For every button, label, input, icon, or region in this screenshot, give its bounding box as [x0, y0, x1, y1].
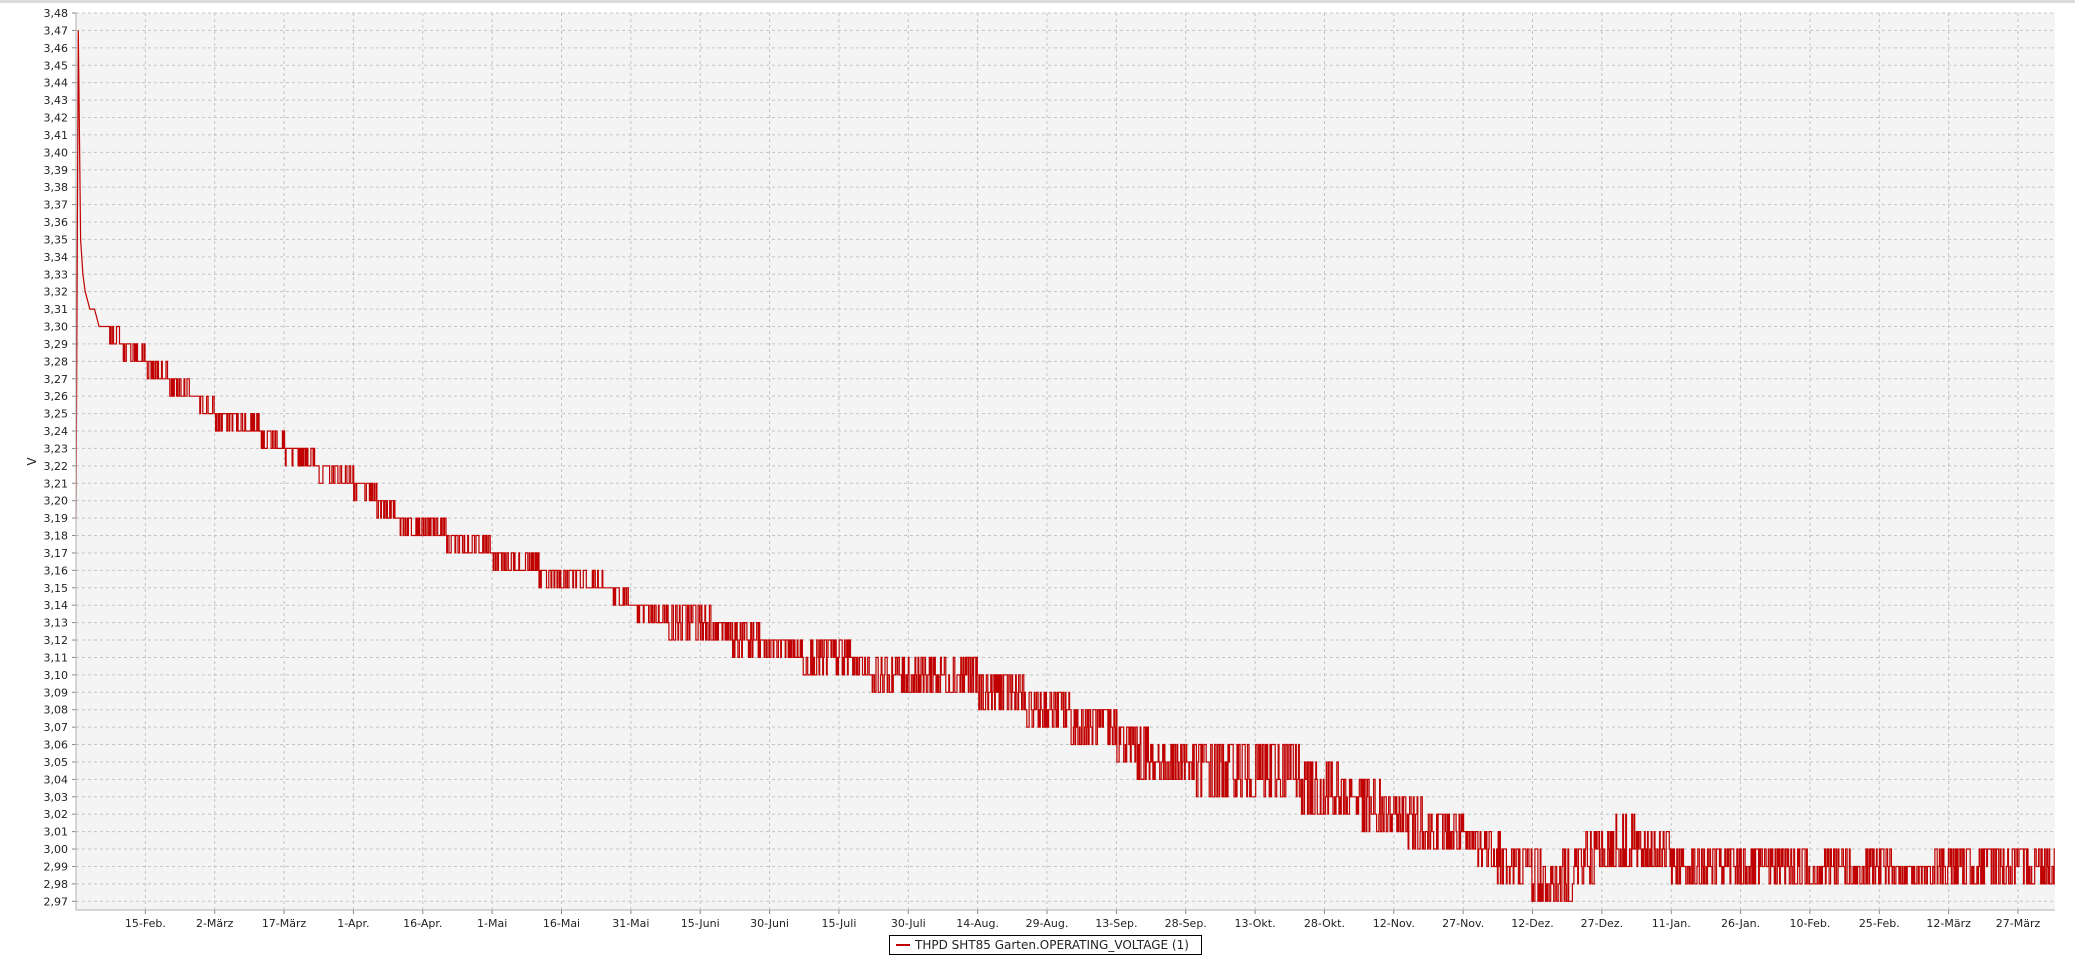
y-tick-label: 3,11	[44, 651, 69, 664]
plot-area	[76, 13, 2055, 910]
series-line-operating-voltage	[75, 30, 2055, 902]
y-tick-label: 3,10	[44, 669, 69, 682]
y-tick-label: 3,01	[44, 826, 69, 839]
y-tick-label: 3,00	[44, 843, 69, 856]
x-tick-label: 13-Sep.	[1095, 917, 1137, 930]
x-tick-label: 17-März	[262, 917, 307, 930]
y-tick-label: 3,26	[44, 390, 69, 403]
x-tick-label: 29-Aug.	[1026, 917, 1069, 930]
y-tick-label: 3,17	[44, 547, 69, 560]
x-tick-label: 12-März	[1926, 917, 1971, 930]
x-tick-label: 26-Jan.	[1721, 917, 1760, 930]
y-tick-label: 3,15	[44, 582, 69, 595]
y-tick-label: 3,43	[44, 94, 69, 107]
y-tick-label: 3,42	[44, 112, 69, 125]
x-tick-label: 1-Mai	[477, 917, 507, 930]
x-tick-label: 16-Apr.	[403, 917, 442, 930]
series-layer	[75, 30, 2055, 902]
y-tick-label: 2,97	[44, 895, 69, 908]
y-tick-label: 3,19	[44, 512, 69, 525]
x-tick-label: 12-Nov.	[1373, 917, 1415, 930]
x-tick-label: 25-Feb.	[1859, 917, 1900, 930]
y-tick-label: 3,37	[44, 199, 69, 212]
x-tick-label: 1-Apr.	[337, 917, 369, 930]
y-tick-label: 3,05	[44, 756, 69, 769]
y-tick-label: 3,38	[44, 181, 69, 194]
x-tick-label: 30-Juli	[891, 917, 926, 930]
x-tick-label: 31-Mai	[612, 917, 649, 930]
y-tick-label: 3,28	[44, 355, 69, 368]
y-tick-label: 3,12	[44, 634, 69, 647]
y-tick-label: 2,98	[44, 878, 69, 891]
x-tick-label: 2-März	[196, 917, 234, 930]
y-tick-label: 3,40	[44, 146, 69, 159]
y-tick-label: 3,07	[44, 721, 69, 734]
y-tick-label: 3,22	[44, 460, 69, 473]
y-tick-label: 3,30	[44, 321, 69, 334]
y-tick-label: 3,02	[44, 808, 69, 821]
y-tick-label: 3,20	[44, 495, 69, 508]
y-tick-label: 3,48	[44, 7, 69, 20]
y-tick-label: 3,31	[44, 303, 69, 316]
y-tick-label: 3,03	[44, 791, 69, 804]
x-tick-label: 11-Jan.	[1652, 917, 1691, 930]
y-tick-label: 3,41	[44, 129, 69, 142]
x-axis-ticks: 15-Feb. 2-März 17-März 1-Apr. 16-Apr. 1-Mai 16…	[125, 910, 2041, 930]
x-tick-label: 15-Juni	[681, 917, 720, 930]
x-tick-label: 15-Juli	[821, 917, 856, 930]
y-tick-label: 3,34	[44, 251, 69, 264]
y-tick-label: 3,46	[44, 42, 69, 55]
x-tick-label: 15-Feb.	[125, 917, 166, 930]
y-tick-label: 3,44	[44, 77, 69, 90]
y-tick-label: 3,24	[44, 425, 69, 438]
x-tick-label: 16-Mai	[543, 917, 580, 930]
y-tick-label: 3,32	[44, 286, 69, 299]
x-tick-label: 13-Okt.	[1235, 917, 1276, 930]
y-tick-label: 3,09	[44, 686, 69, 699]
top-border	[0, 0, 2075, 3]
y-tick-label: 3,13	[44, 617, 69, 630]
y-tick-label: 3,35	[44, 233, 69, 246]
y-tick-label: 3,08	[44, 704, 69, 717]
y-tick-label: 3,23	[44, 442, 69, 455]
y-tick-label: 3,21	[44, 477, 69, 490]
y-tick-label: 3,06	[44, 739, 69, 752]
y-tick-label: 3,45	[44, 59, 69, 72]
y-tick-label: 3,25	[44, 408, 69, 421]
y-tick-label: 3,18	[44, 530, 69, 543]
y-tick-label: 3,16	[44, 564, 69, 577]
y-axis-ticks: 3,48 3,47 3,46 3,45 3,44 3,43 3,42 3,41 3,40 3,39…	[44, 7, 76, 908]
x-tick-label: 10-Feb.	[1789, 917, 1830, 930]
x-tick-label: 27-März	[1996, 917, 2041, 930]
x-tick-label: 28-Okt.	[1304, 917, 1345, 930]
legend[interactable]: THPD SHT85 Garten.OPERATING_VOLTAGE (1)	[889, 935, 1202, 955]
x-tick-label: 28-Sep.	[1165, 917, 1207, 930]
y-tick-label: 3,47	[44, 24, 69, 37]
legend-series-name: THPD SHT85 Garten.OPERATING_VOLTAGE (1)	[915, 938, 1189, 952]
x-tick-label: 27-Dez.	[1581, 917, 1623, 930]
x-tick-label: 14-Aug.	[956, 917, 999, 930]
x-tick-label: 27-Nov.	[1442, 917, 1484, 930]
y-tick-label: 3,39	[44, 164, 69, 177]
y-tick-label: 3,33	[44, 268, 69, 281]
legend-line-swatch	[896, 944, 910, 946]
x-tick-label: 30-Juni	[750, 917, 789, 930]
y-tick-label: 3,04	[44, 773, 69, 786]
y-tick-label: 2,99	[44, 860, 69, 873]
y-tick-label: 3,14	[44, 599, 69, 612]
y-tick-label: 3,29	[44, 338, 69, 351]
x-tick-label: 12-Dez.	[1511, 917, 1553, 930]
y-tick-label: 3,36	[44, 216, 69, 229]
y-axis-label: V	[25, 457, 39, 466]
y-tick-label: 3,27	[44, 373, 69, 386]
